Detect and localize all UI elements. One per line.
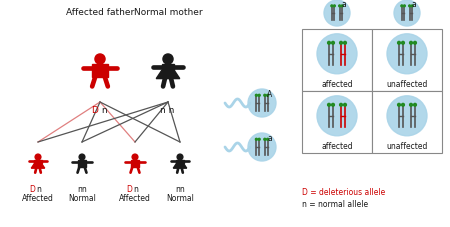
FancyBboxPatch shape <box>302 30 372 92</box>
Text: nn: nn <box>77 184 87 193</box>
FancyBboxPatch shape <box>162 65 174 71</box>
Polygon shape <box>32 164 45 168</box>
FancyBboxPatch shape <box>372 92 442 153</box>
Text: affected: affected <box>321 80 353 89</box>
Circle shape <box>344 104 346 107</box>
FancyBboxPatch shape <box>176 160 184 164</box>
Text: n = normal allele: n = normal allele <box>302 199 368 208</box>
Circle shape <box>132 154 138 160</box>
Text: n: n <box>133 184 138 193</box>
Circle shape <box>177 154 183 160</box>
Circle shape <box>79 154 85 160</box>
Circle shape <box>256 95 257 97</box>
Circle shape <box>341 6 343 8</box>
Circle shape <box>248 133 276 161</box>
Circle shape <box>401 42 405 45</box>
Circle shape <box>317 96 357 136</box>
Circle shape <box>35 154 41 160</box>
Circle shape <box>317 35 357 74</box>
Circle shape <box>387 35 427 74</box>
FancyBboxPatch shape <box>92 65 108 77</box>
Circle shape <box>328 42 330 45</box>
Circle shape <box>414 104 416 107</box>
Circle shape <box>95 55 105 65</box>
Circle shape <box>414 42 416 45</box>
Circle shape <box>404 6 405 8</box>
Circle shape <box>248 90 276 118</box>
Text: D: D <box>126 184 132 193</box>
Circle shape <box>387 96 427 136</box>
Text: unaffected: unaffected <box>386 142 427 151</box>
FancyBboxPatch shape <box>35 160 41 164</box>
Circle shape <box>258 95 260 97</box>
Text: D: D <box>91 106 98 114</box>
FancyBboxPatch shape <box>77 160 86 167</box>
Circle shape <box>340 42 342 45</box>
Circle shape <box>333 6 335 8</box>
Text: A: A <box>267 89 272 98</box>
Circle shape <box>344 42 346 45</box>
Text: D: D <box>29 184 35 193</box>
Circle shape <box>401 6 403 8</box>
Text: a: a <box>267 133 272 142</box>
Text: n n: n n <box>160 106 174 114</box>
Text: a: a <box>342 0 346 9</box>
Circle shape <box>328 104 330 107</box>
Circle shape <box>394 1 420 27</box>
Circle shape <box>411 6 413 8</box>
Text: Affected: Affected <box>22 193 54 202</box>
Text: D = deleterious allele: D = deleterious allele <box>302 187 385 196</box>
Text: Normal: Normal <box>68 193 96 202</box>
Circle shape <box>266 95 269 97</box>
Circle shape <box>266 139 269 141</box>
Circle shape <box>340 104 342 107</box>
Text: Normal: Normal <box>166 193 194 202</box>
Text: Affected father: Affected father <box>66 8 134 17</box>
Circle shape <box>332 42 334 45</box>
Circle shape <box>256 139 257 141</box>
Text: Normal mother: Normal mother <box>134 8 202 17</box>
FancyBboxPatch shape <box>130 160 140 167</box>
Text: affected: affected <box>321 142 353 151</box>
FancyBboxPatch shape <box>372 30 442 92</box>
Circle shape <box>163 55 173 65</box>
Circle shape <box>398 42 400 45</box>
Circle shape <box>324 1 350 27</box>
FancyBboxPatch shape <box>302 92 372 153</box>
Circle shape <box>339 6 341 8</box>
Polygon shape <box>156 71 180 79</box>
Circle shape <box>264 95 266 97</box>
Circle shape <box>410 42 412 45</box>
Circle shape <box>331 6 333 8</box>
Polygon shape <box>173 164 187 168</box>
Circle shape <box>264 139 266 141</box>
Circle shape <box>332 104 334 107</box>
Circle shape <box>401 104 405 107</box>
Text: n: n <box>36 184 41 193</box>
Circle shape <box>398 104 400 107</box>
Text: a: a <box>412 0 417 9</box>
Circle shape <box>409 6 410 8</box>
Text: n: n <box>99 106 108 114</box>
Circle shape <box>410 104 412 107</box>
Text: unaffected: unaffected <box>386 80 427 89</box>
Text: nn: nn <box>175 184 185 193</box>
Text: Affected: Affected <box>119 193 151 202</box>
Circle shape <box>258 139 260 141</box>
